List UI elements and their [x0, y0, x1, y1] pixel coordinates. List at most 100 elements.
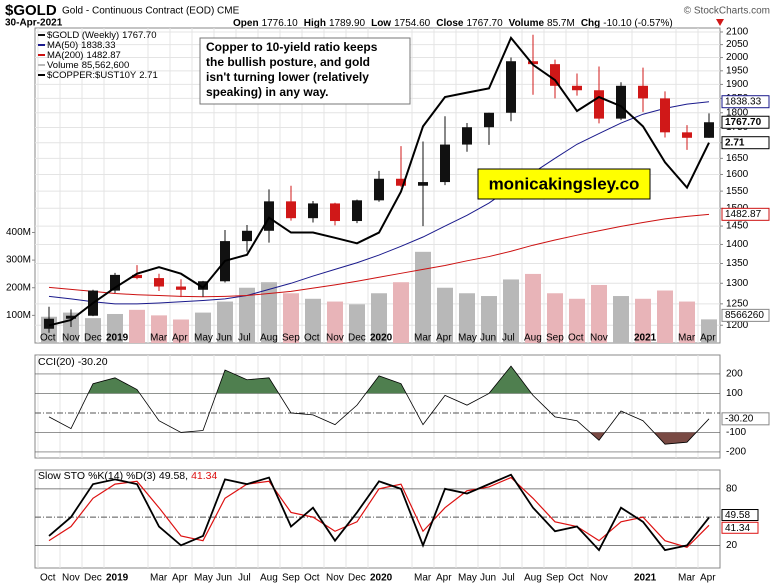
x-tick-label: Oct	[40, 573, 56, 584]
series-value: 41.34	[191, 470, 217, 482]
legend-entry: $COPPER:$UST10Y 2.71	[47, 70, 158, 81]
x-tick-label: Sep	[546, 333, 564, 344]
legend-value: 1767.70	[122, 30, 156, 41]
y2-tick-label: 100M	[6, 310, 31, 321]
candle-body	[550, 64, 560, 86]
x-tick-label: Nov	[590, 333, 608, 344]
volume-bar	[679, 301, 695, 343]
legend-entry: Volume 85,562,600	[47, 60, 129, 71]
volume-bar	[85, 318, 101, 343]
x-tick-label: 2020	[370, 333, 393, 344]
x-tick-label: Jun	[216, 573, 232, 584]
y-tick-label: 1800	[726, 107, 749, 118]
cci-fill-above	[88, 366, 532, 394]
volume-bar	[613, 296, 629, 343]
legend-entry: MA(200) 1482.87	[47, 50, 121, 61]
volume-bar	[635, 298, 651, 343]
last-value-box	[721, 207, 770, 221]
x-tick-label: Jun	[216, 333, 232, 344]
quote-label: Open	[233, 18, 259, 29]
last-value-label: 2.71	[725, 137, 745, 148]
separator: ,	[185, 470, 188, 482]
y-tick-label: 1250	[726, 298, 749, 309]
x-tick-label: Oct	[568, 333, 584, 344]
candle-body	[682, 132, 692, 138]
y-tick-label: 1450	[726, 221, 749, 232]
panel-title-name: CCI(20)	[38, 356, 75, 368]
volume-bar	[239, 287, 255, 343]
legend-value: 2.71	[139, 70, 158, 81]
candle-body	[132, 274, 142, 279]
volume-bar	[569, 298, 585, 343]
volume-bar	[481, 296, 497, 343]
x-tick-label: Sep	[546, 573, 564, 584]
legend-name: Volume	[47, 60, 79, 71]
volume-bar	[371, 293, 387, 343]
candle-body	[264, 201, 274, 231]
x-tick-label: Jul	[238, 573, 251, 584]
legend-name: MA(50)	[47, 40, 78, 51]
legend-entry: MA(50) 1838.33	[47, 40, 116, 51]
x-tick-label: Mar	[678, 573, 696, 584]
x-tick-label: Jul	[502, 333, 515, 344]
quote-label: Low	[371, 18, 391, 29]
candle-body	[286, 201, 296, 219]
x-tick-label: Mar	[150, 333, 168, 344]
volume-bar	[107, 313, 123, 343]
legend-value: 1838.33	[81, 40, 115, 51]
candle-body	[374, 178, 384, 201]
volume-bar	[129, 309, 145, 343]
x-tick-label: 2021	[634, 333, 657, 344]
volume-bar	[657, 290, 673, 343]
x-tick-label: Aug	[260, 333, 278, 344]
candle-body	[704, 122, 714, 138]
candle-body	[330, 203, 340, 222]
series-value: 49.58	[159, 470, 185, 482]
x-tick-label: Apr	[700, 333, 716, 344]
x-tick-label: May	[458, 573, 477, 584]
quote-value: 1789.90	[329, 18, 366, 29]
x-tick-label: Apr	[436, 333, 452, 344]
legend-value: 85,562,600	[82, 60, 130, 71]
x-tick-label: Dec	[84, 573, 102, 584]
legend-name: MA(200)	[47, 50, 83, 61]
quote-value: 1776.10	[262, 18, 299, 29]
quote-value: 1767.70	[466, 18, 503, 29]
legend-name: $COPPER:$UST10Y	[47, 70, 137, 81]
quote-label: Volume	[509, 18, 545, 29]
candle-body	[616, 85, 626, 119]
x-tick-label: Nov	[590, 573, 608, 584]
x-tick-label: May	[194, 573, 213, 584]
legend-name: $GOLD (Weekly)	[47, 30, 119, 41]
x-tick-label: Jun	[480, 573, 496, 584]
volume-bar	[437, 287, 453, 343]
y-tick-label: 1600	[726, 169, 749, 180]
down-arrow	[716, 19, 724, 26]
candle-body	[594, 90, 604, 119]
candle-body	[638, 85, 648, 99]
y-tick-label: 2050	[726, 39, 749, 50]
candle-body	[352, 200, 362, 222]
x-tick-label: Apr	[700, 573, 716, 584]
x-tick-label: Apr	[436, 573, 452, 584]
volume-bar	[503, 279, 519, 343]
panel-title-value: -30.20	[78, 356, 108, 368]
annotation-line: isn't turning lower (relatively	[206, 70, 369, 84]
volume-bar	[151, 315, 167, 343]
annotation-line: the bullish posture, and gold	[206, 55, 370, 69]
ratio-line	[48, 35, 710, 327]
volume-bar	[173, 319, 189, 343]
watermark: monicakingsley.co	[489, 174, 640, 193]
volume-bar	[305, 298, 321, 343]
x-tick-label: Jun	[480, 333, 496, 344]
candle-body	[418, 182, 428, 186]
last-value-box	[721, 509, 759, 522]
watermark-box	[477, 168, 651, 200]
legend-value: 1482.87	[86, 50, 120, 61]
date: 30-Apr-2021	[5, 18, 63, 29]
candle-body	[242, 230, 252, 242]
x-tick-label: Oct	[568, 573, 584, 584]
x-tick-label: 2019	[106, 333, 129, 344]
x-tick-label: Dec	[348, 573, 366, 584]
